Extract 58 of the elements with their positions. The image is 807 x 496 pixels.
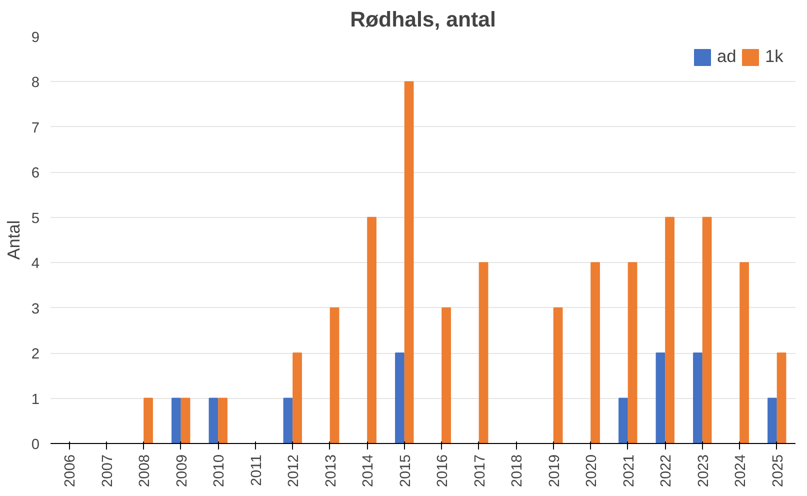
bar xyxy=(768,398,777,444)
bar xyxy=(292,352,302,444)
x-tick-label: 2009 xyxy=(174,454,190,488)
x-tick-label: 2025 xyxy=(770,454,786,488)
x-tick-label: 2011 xyxy=(248,454,265,486)
x-tick-label: 2007 xyxy=(100,454,116,488)
y-tick-label: 1 xyxy=(31,392,40,408)
bar xyxy=(776,352,786,444)
x-tick-label: 2023 xyxy=(696,454,712,488)
y-axis-title: Antal xyxy=(3,220,24,260)
bar xyxy=(553,307,563,444)
bar xyxy=(442,307,451,444)
bar xyxy=(478,262,488,444)
x-tick-label: 2022 xyxy=(658,454,675,488)
bar xyxy=(693,352,702,444)
bar xyxy=(330,307,340,444)
bar xyxy=(628,262,638,444)
y-tick-label: 4 xyxy=(31,256,40,272)
x-tick-label: 2012 xyxy=(286,454,302,488)
x-tick-label: 2006 xyxy=(62,454,79,488)
bar xyxy=(656,352,666,444)
y-tick-label: 0 xyxy=(31,437,40,453)
bar xyxy=(404,81,414,444)
x-tick-label: 2008 xyxy=(137,454,154,488)
x-tick-label: 2019 xyxy=(546,454,563,488)
x-tick-label: 2020 xyxy=(584,454,600,488)
x-tick-label: 2016 xyxy=(435,454,452,488)
bar xyxy=(665,216,674,444)
bar xyxy=(702,216,712,444)
x-tick-label: 2014 xyxy=(360,454,377,488)
bar xyxy=(367,216,376,444)
bar xyxy=(740,262,749,444)
bar xyxy=(283,398,293,444)
x-tick-label: 2013 xyxy=(323,454,340,488)
bar xyxy=(208,398,218,444)
bar xyxy=(218,398,228,444)
y-tick-label: 8 xyxy=(31,75,40,92)
x-tick-label: 2017 xyxy=(472,454,488,488)
x-tick-label: 2024 xyxy=(733,454,750,488)
y-tick-label: 9 xyxy=(31,30,40,46)
bar xyxy=(618,398,628,444)
y-tick-label: 5 xyxy=(31,210,40,227)
x-tick-label: 2018 xyxy=(510,454,526,488)
bar xyxy=(590,262,600,444)
legend-label: 1k xyxy=(765,46,784,67)
chart-title: Rødhals, antal xyxy=(350,8,496,32)
legend-label: ad xyxy=(717,46,737,67)
x-tick-label: 2021 xyxy=(621,454,638,488)
y-tick-label: 6 xyxy=(31,166,40,182)
y-tick-label: 2 xyxy=(31,346,40,363)
bar xyxy=(172,398,181,444)
bar xyxy=(144,398,153,444)
y-tick-label: 3 xyxy=(31,301,40,318)
y-tick-label: 7 xyxy=(31,120,40,136)
bar xyxy=(395,352,404,444)
x-tick-label: 2010 xyxy=(212,454,228,488)
bar xyxy=(180,398,190,444)
x-tick-label: 2015 xyxy=(398,454,414,488)
